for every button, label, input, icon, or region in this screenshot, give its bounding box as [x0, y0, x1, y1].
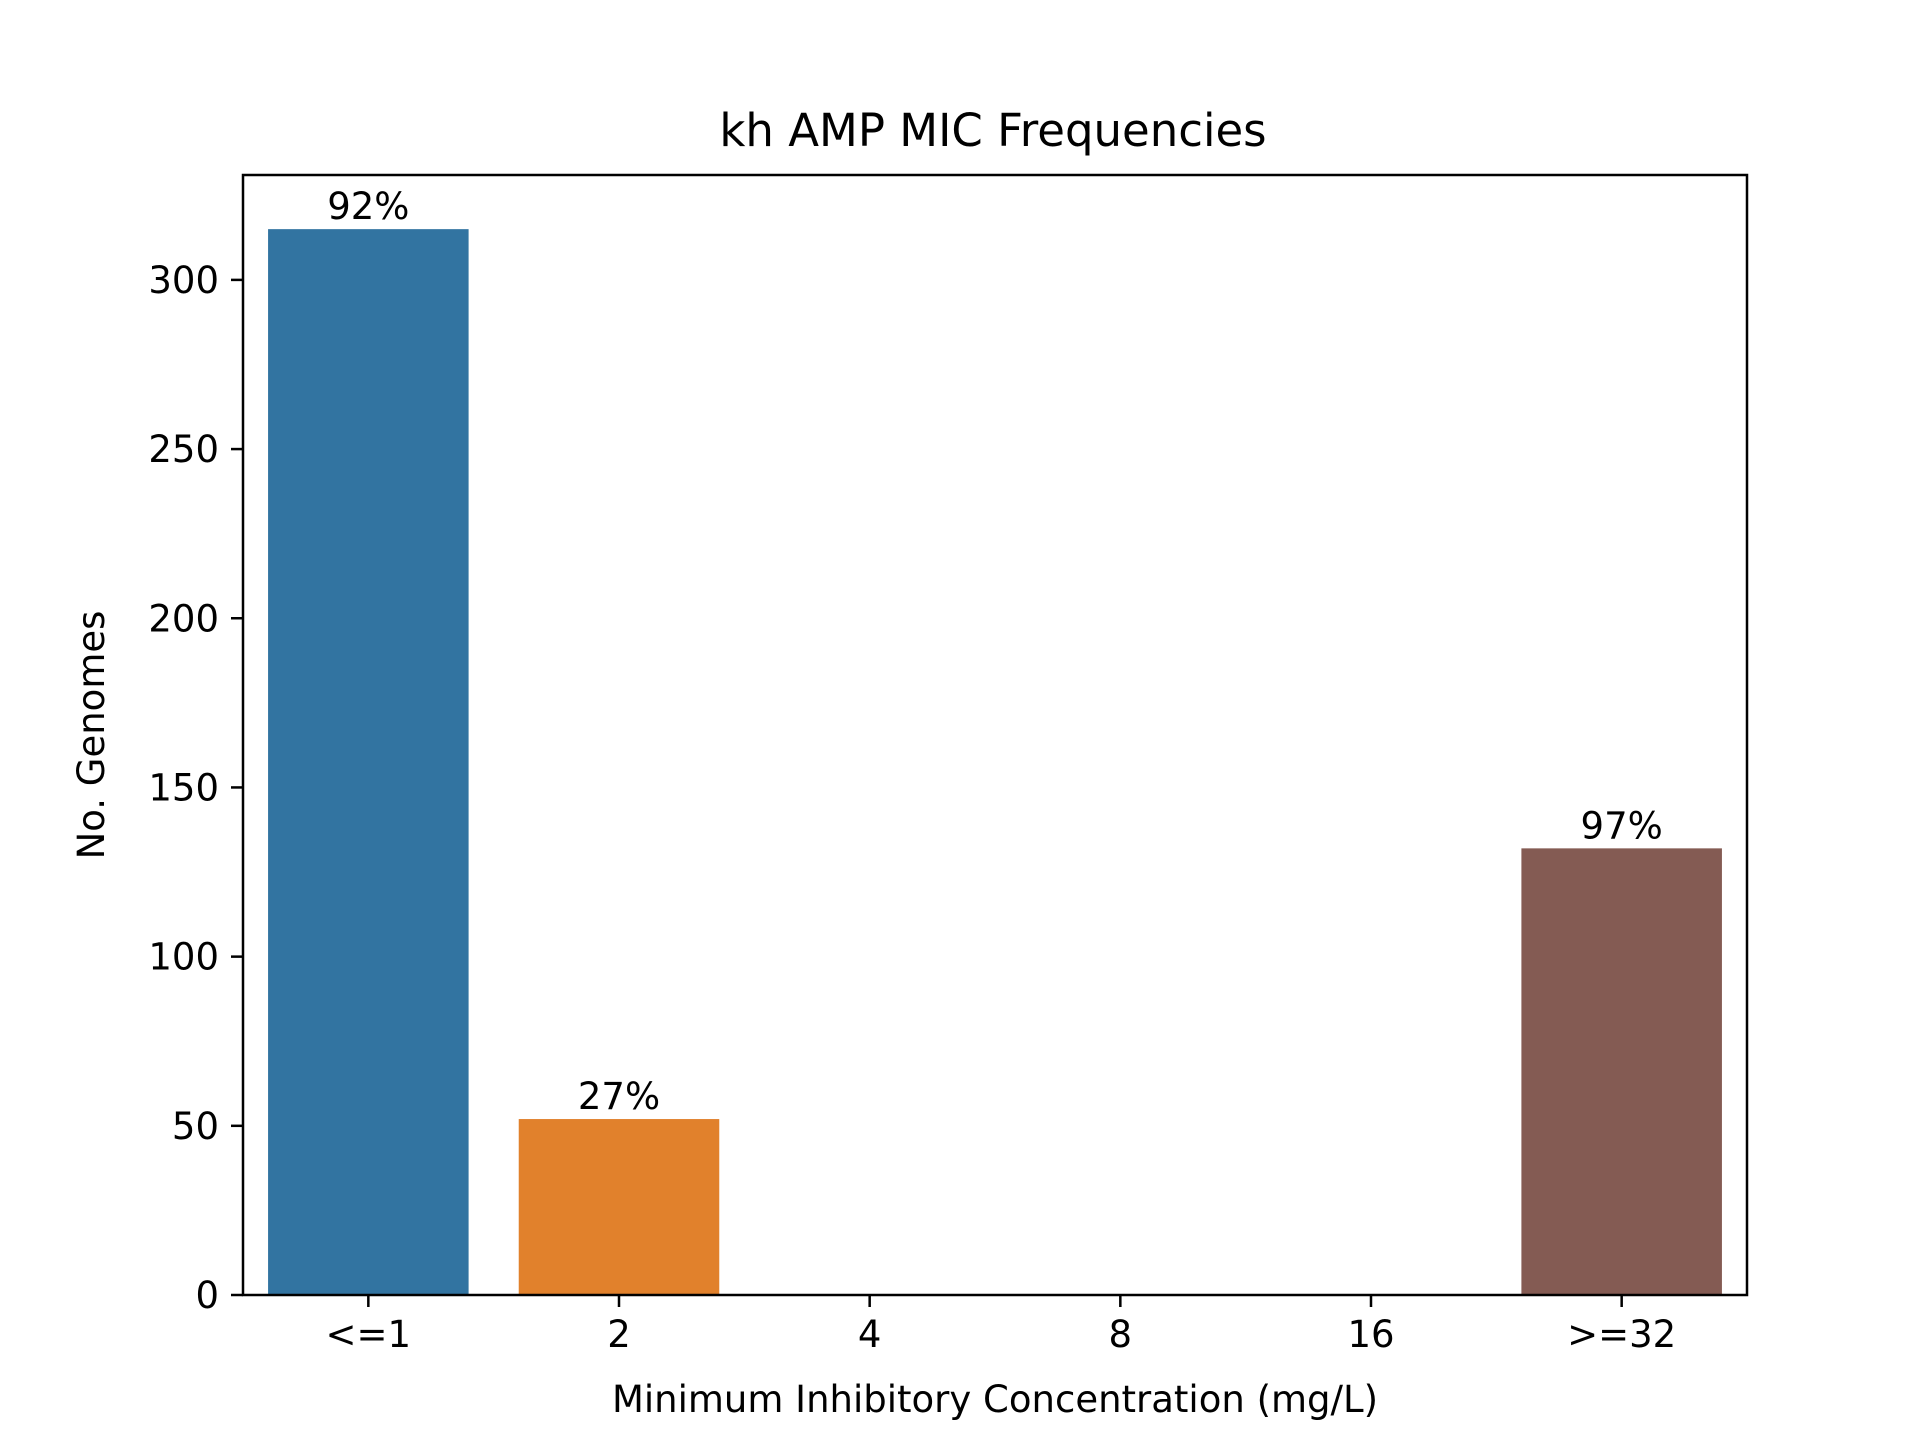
- y-tick-label-1: 50: [172, 1105, 219, 1148]
- data-label-0: 92%: [327, 185, 409, 228]
- axes-layer: <=1 2 4 8 16 >=32 0 50 100 150 200 250 300: [148, 259, 1676, 1356]
- x-axis-label: Minimum Inhibitory Concentration (mg/L): [612, 1378, 1378, 1421]
- y-tick-label-2: 100: [148, 936, 219, 979]
- y-tick-label-0: 0: [195, 1274, 219, 1317]
- plot-frame: [241, 173, 1749, 1297]
- x-tick-label-2: 4: [858, 1313, 882, 1356]
- y-tick-label-4: 200: [148, 597, 219, 640]
- bar-0: [268, 229, 469, 1296]
- data-label-1: 27%: [578, 1075, 660, 1118]
- x-tick-label-5: >=32: [1567, 1313, 1676, 1356]
- x-tick-label-3: 8: [1109, 1313, 1133, 1356]
- chart-title: kh AMP MIC Frequencies: [719, 104, 1266, 157]
- x-tick-label-1: 2: [607, 1313, 631, 1356]
- y-axis-label: No. Genomes: [70, 611, 113, 860]
- y-tick-label-5: 250: [148, 428, 219, 471]
- bars-layer: 92% 27% 97%: [268, 185, 1722, 1296]
- x-tick-label-4: 16: [1347, 1313, 1394, 1356]
- x-tick-label-0: <=1: [326, 1313, 412, 1356]
- y-tick-label-6: 300: [148, 259, 219, 302]
- data-label-5: 97%: [1581, 804, 1663, 847]
- bar-5: [1521, 848, 1722, 1295]
- y-tick-label-3: 150: [148, 766, 219, 809]
- bar-1: [518, 1119, 720, 1295]
